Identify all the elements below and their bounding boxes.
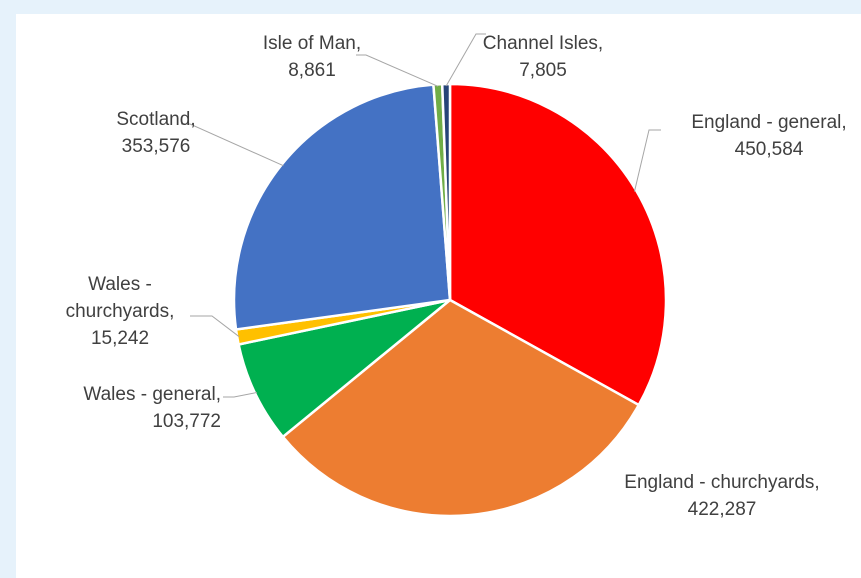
data-label-england-churchyards: England - churchyards, 422,287 — [624, 472, 819, 520]
leader-line-england-general — [633, 129, 661, 192]
data-label-value: 15,242 — [91, 328, 149, 349]
data-labels: England - general, 450,584 England - churc… — [66, 33, 847, 520]
data-label-england-general: England - general, 450,584 — [691, 112, 846, 160]
data-label-value: 7,805 — [519, 60, 567, 81]
data-label-channel-isles: Channel Isles, 7,805 — [483, 33, 603, 81]
pie-chart: England - general, 450,584 England - churc… — [66, 33, 847, 520]
leader-lines — [181, 33, 661, 398]
data-label-isle-of-man: Isle of Man, 8,861 — [263, 33, 361, 81]
data-label-name: Wales - — [88, 274, 152, 295]
data-label-value: 8,861 — [288, 60, 336, 81]
data-label-value: 450,584 — [735, 139, 804, 160]
data-label-name: Channel Isles, — [483, 33, 603, 54]
leader-line-isle-of-man — [356, 54, 439, 87]
chart-area: England - general, 450,584 England - churc… — [16, 14, 861, 578]
data-label-name: England - general, — [691, 112, 846, 133]
leader-line-wales-general — [223, 391, 258, 398]
data-label-name: Wales - general, — [83, 384, 221, 405]
pie-slices — [232, 82, 668, 518]
data-label-value: 103,772 — [152, 411, 221, 432]
leader-line-scotland — [181, 123, 284, 167]
data-label-scotland: Scotland, 353,576 — [116, 109, 195, 157]
data-label-name: Scotland, — [116, 109, 195, 130]
data-label-wales-churchyards: Wales - churchyards, 15,242 — [66, 274, 175, 349]
data-label-value: 422,287 — [688, 499, 757, 520]
pie-slice-scotland — [232, 83, 452, 331]
pie-slice-england-churchyards — [281, 298, 641, 518]
data-label-name: England - churchyards, — [624, 472, 819, 493]
data-label-name: churchyards, — [66, 301, 175, 322]
data-label-value: 353,576 — [122, 136, 191, 157]
pie-slice-channel-isles — [440, 82, 452, 301]
data-label-name: Isle of Man, — [263, 33, 361, 54]
leader-line-wales-churchyards — [190, 315, 240, 338]
pie-slice-england-general — [448, 82, 668, 407]
leader-line-channel-isles — [445, 33, 486, 87]
data-label-wales-general: Wales - general, 103,772 — [83, 384, 221, 432]
